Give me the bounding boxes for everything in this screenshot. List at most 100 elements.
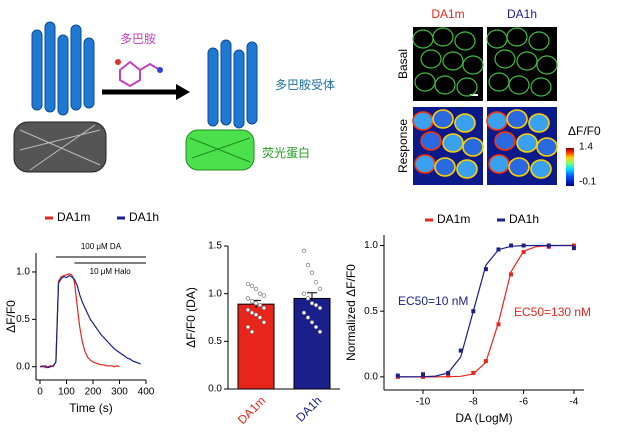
data-point (257, 302, 263, 308)
row-label: Basal (396, 49, 410, 79)
data-point (420, 372, 425, 377)
cell-response (528, 113, 550, 133)
trace (39, 273, 120, 369)
data-point (309, 270, 315, 275)
cell-response (414, 154, 436, 174)
data-point (317, 329, 323, 334)
data-point (305, 296, 311, 301)
cell-outline (506, 27, 528, 47)
data-point (483, 267, 488, 272)
data-point (521, 250, 526, 255)
y-tick-label: 1.5 (208, 241, 222, 252)
x-tick-label: 400 (138, 387, 155, 398)
data-point (301, 291, 307, 296)
data-point (249, 310, 255, 315)
cell-response (530, 159, 552, 179)
ec50-label: EC50=10 nM (398, 294, 468, 308)
data-point (446, 373, 451, 378)
colorbar-min: -0.1 (579, 177, 597, 188)
cell-response (456, 159, 478, 179)
y-axis-label: Normalized ΔF/F0 (344, 264, 358, 361)
x-tick-label: -8 (469, 397, 478, 408)
cell-response (506, 109, 528, 129)
cell-response (462, 137, 484, 157)
receptor-label: 多巴胺受体 (275, 78, 335, 92)
cell-outline (420, 49, 442, 69)
data-point (496, 247, 501, 252)
bar (237, 303, 275, 390)
data-point (245, 296, 251, 301)
ligand-label: 多巴胺 (120, 32, 156, 46)
stimulus-label: 10 μM Halo (90, 267, 132, 276)
bar (293, 297, 331, 390)
legend-label: DA1m (57, 210, 90, 224)
data-point (245, 281, 251, 287)
cell-response (508, 157, 530, 177)
data-point (571, 243, 576, 248)
y-tick-label: 0.0 (208, 384, 222, 395)
trace (40, 275, 141, 369)
y-tick-label: 0.0 (16, 361, 30, 372)
x-tick-label: DA1h (293, 393, 324, 424)
cell-outline (462, 55, 484, 75)
legend-label: DA1h (509, 212, 539, 226)
column-label: DA1m (431, 7, 464, 21)
data-point (253, 286, 259, 292)
data-point (245, 307, 251, 313)
data-point (245, 324, 251, 330)
data-point (317, 286, 323, 292)
data-point (301, 248, 307, 253)
x-axis-label: DA (LogM) (455, 411, 512, 425)
data-point (305, 315, 311, 320)
data-point (471, 309, 476, 314)
x-tick-label: -6 (519, 397, 528, 408)
cell-outline (536, 55, 558, 75)
data-point (483, 359, 488, 364)
data-point (301, 310, 307, 315)
row-label: Response (396, 119, 410, 173)
cell-outline (434, 75, 456, 95)
y-axis-label: ΔF/F0 (DA) (184, 287, 198, 348)
data-point (496, 322, 501, 327)
data-point (313, 280, 319, 285)
cell-response (536, 137, 558, 157)
reporter-label: 荧光蛋白 (262, 145, 310, 160)
cell-response (434, 157, 456, 177)
data-point (521, 243, 526, 248)
data-point (249, 329, 255, 334)
x-tick-label: -10 (416, 397, 431, 408)
colorbar (566, 148, 574, 186)
data-point (571, 246, 576, 251)
y-tick-label: 1.0 (16, 267, 30, 278)
data-point (257, 315, 263, 320)
y-axis-label: ΔF/F0 (4, 300, 18, 333)
basal-image (413, 27, 483, 101)
column-label: DA1h (507, 7, 537, 21)
y-tick-label: 1.0 (364, 240, 378, 251)
legend-label: DA1h (129, 210, 159, 224)
data-point (546, 243, 551, 248)
data-point (261, 293, 267, 298)
illustration: 多巴胺 多巴胺受体 荧光蛋白 (13, 21, 335, 173)
x-tick-label: 0 (37, 387, 43, 398)
data-point (305, 262, 311, 268)
x-tick-label: 200 (85, 387, 102, 398)
y-tick-label: 0.5 (208, 336, 222, 347)
x-axis-label: Time (s) (69, 401, 113, 415)
imaging (412, 27, 574, 186)
data-point (458, 348, 463, 353)
data-point (446, 370, 451, 375)
legend-label: DA1m (437, 212, 470, 226)
cell-outline (432, 27, 454, 47)
cell-outline (508, 75, 530, 95)
x-tick-label: 100 (58, 387, 75, 398)
y-tick-label: 0.5 (16, 314, 30, 325)
y-tick-label: 0.5 (364, 306, 378, 317)
cell-response (486, 111, 508, 131)
data-point (509, 272, 514, 277)
colorbar-max: 1.4 (579, 142, 593, 153)
cell-response (488, 154, 510, 174)
data-point (395, 373, 400, 378)
data-point (261, 305, 267, 311)
cell-outline (516, 51, 538, 71)
